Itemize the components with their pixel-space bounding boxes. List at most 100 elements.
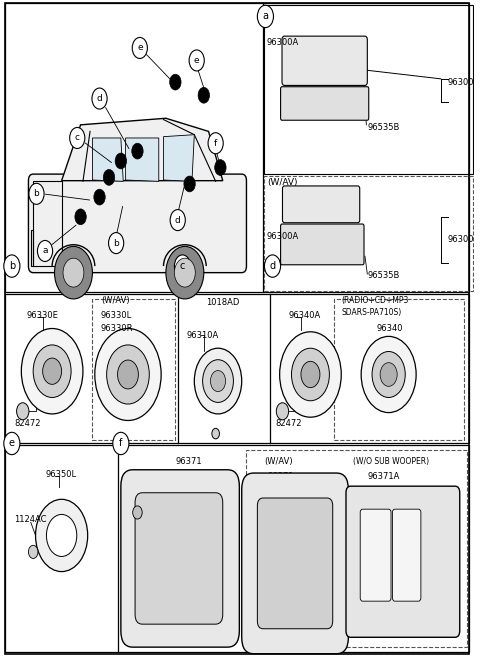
Text: 82472: 82472 — [14, 419, 41, 428]
Circle shape — [43, 358, 61, 384]
Circle shape — [170, 210, 185, 231]
Text: 96371: 96371 — [175, 457, 202, 466]
FancyBboxPatch shape — [393, 509, 421, 601]
FancyBboxPatch shape — [257, 498, 333, 629]
Circle shape — [113, 432, 129, 455]
Text: (W/AV): (W/AV) — [264, 457, 293, 466]
Circle shape — [215, 160, 226, 175]
FancyBboxPatch shape — [281, 87, 369, 120]
Text: c: c — [180, 261, 185, 271]
Text: b: b — [113, 238, 119, 248]
Text: 96340: 96340 — [377, 324, 403, 333]
Text: 96340A: 96340A — [288, 311, 321, 320]
FancyBboxPatch shape — [281, 224, 364, 265]
Text: 96371A: 96371A — [367, 472, 400, 481]
Circle shape — [132, 143, 143, 159]
Text: SDARS-PA710S): SDARS-PA710S) — [341, 308, 401, 317]
Circle shape — [115, 153, 127, 169]
Circle shape — [107, 345, 149, 404]
Circle shape — [108, 233, 124, 254]
Text: 96330L: 96330L — [101, 311, 132, 320]
Text: e: e — [137, 43, 143, 53]
Circle shape — [103, 170, 115, 185]
Circle shape — [174, 255, 191, 277]
Text: b: b — [34, 189, 39, 198]
Circle shape — [301, 361, 320, 388]
Polygon shape — [164, 135, 194, 181]
Text: 96310A: 96310A — [186, 330, 218, 340]
Text: (RADIO+CD+MP3: (RADIO+CD+MP3 — [341, 296, 408, 305]
Text: 96300: 96300 — [448, 235, 474, 244]
Text: d: d — [269, 261, 276, 271]
Text: a: a — [263, 11, 268, 22]
Circle shape — [291, 348, 329, 401]
Circle shape — [276, 403, 288, 420]
Text: f: f — [214, 139, 217, 148]
FancyBboxPatch shape — [282, 36, 367, 85]
Circle shape — [94, 189, 105, 205]
Circle shape — [92, 88, 107, 109]
Circle shape — [280, 332, 341, 417]
Circle shape — [55, 246, 93, 299]
Text: 1018AD: 1018AD — [206, 298, 240, 307]
Text: a: a — [42, 246, 48, 256]
Circle shape — [4, 255, 20, 277]
Text: 96330R: 96330R — [101, 324, 133, 333]
FancyBboxPatch shape — [283, 186, 360, 223]
Circle shape — [33, 345, 71, 397]
Circle shape — [95, 328, 161, 420]
Polygon shape — [33, 181, 61, 266]
Circle shape — [208, 133, 223, 154]
FancyBboxPatch shape — [28, 174, 246, 273]
Text: e: e — [194, 56, 200, 65]
Text: 96300A: 96300A — [267, 38, 299, 47]
Ellipse shape — [203, 360, 233, 402]
Circle shape — [361, 336, 416, 413]
Text: 96350L: 96350L — [46, 470, 77, 479]
Circle shape — [36, 499, 88, 572]
Text: (W/O SUB WOOPER): (W/O SUB WOOPER) — [353, 457, 429, 466]
Text: 96300A: 96300A — [267, 232, 299, 241]
Text: e: e — [9, 438, 15, 449]
Circle shape — [118, 360, 138, 389]
Circle shape — [17, 403, 29, 420]
Bar — [264, 5, 473, 174]
Circle shape — [212, 428, 219, 439]
Circle shape — [21, 328, 83, 414]
Circle shape — [166, 246, 204, 299]
Circle shape — [47, 514, 77, 556]
Bar — [93, 299, 175, 440]
Circle shape — [189, 50, 204, 71]
Polygon shape — [31, 230, 33, 266]
FancyBboxPatch shape — [135, 493, 223, 624]
Text: 96535B: 96535B — [367, 271, 400, 281]
Text: 96535B: 96535B — [367, 123, 400, 132]
Text: (W/AV): (W/AV) — [267, 178, 297, 187]
Polygon shape — [126, 138, 159, 181]
FancyBboxPatch shape — [360, 509, 391, 601]
Circle shape — [132, 37, 147, 58]
Bar — [5, 3, 469, 292]
Circle shape — [29, 183, 44, 204]
Circle shape — [75, 209, 86, 225]
Polygon shape — [93, 138, 123, 181]
Text: 1141AC: 1141AC — [127, 497, 159, 506]
Text: 1124AC: 1124AC — [14, 514, 47, 524]
Circle shape — [37, 240, 53, 261]
Circle shape — [63, 258, 84, 287]
Circle shape — [132, 506, 142, 519]
FancyBboxPatch shape — [242, 473, 348, 654]
Text: 82472: 82472 — [276, 419, 302, 428]
Text: 96371: 96371 — [268, 472, 294, 481]
FancyBboxPatch shape — [346, 486, 460, 637]
Text: (W/AV): (W/AV) — [101, 296, 130, 306]
Circle shape — [257, 5, 274, 28]
Text: 96300: 96300 — [448, 78, 474, 87]
Circle shape — [198, 87, 209, 103]
Ellipse shape — [194, 348, 242, 414]
Circle shape — [4, 432, 20, 455]
Text: 96330E: 96330E — [26, 311, 58, 320]
Circle shape — [264, 255, 281, 277]
Circle shape — [169, 74, 181, 90]
Text: f: f — [119, 438, 122, 449]
